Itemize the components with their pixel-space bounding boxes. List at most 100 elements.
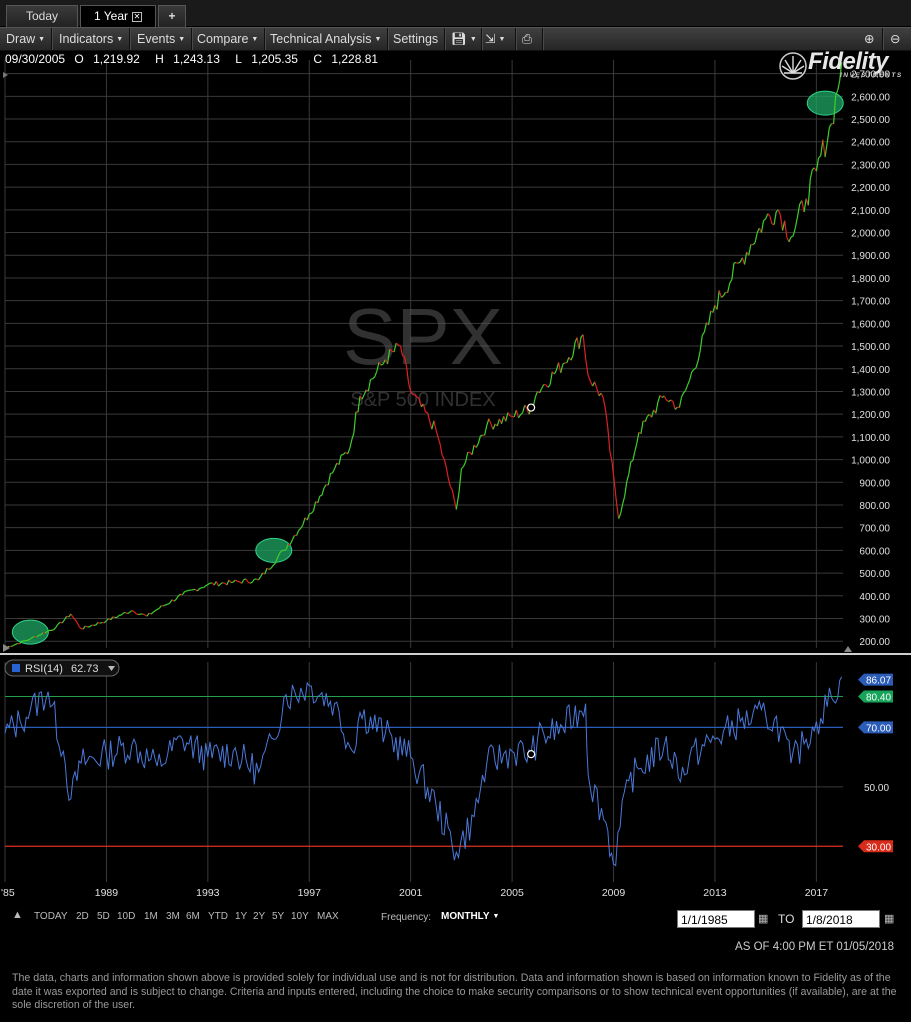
calendar-icon[interactable]: ▦ [884,913,895,925]
price-segment [547,384,551,388]
range-button-5y[interactable]: 5Y [272,911,285,922]
events-menu[interactable]: Events ▼ [131,28,193,50]
price-segment [112,616,116,619]
range-button-2d[interactable]: 2D [76,911,89,922]
scroll-left-icon[interactable] [3,644,10,652]
menu-label: Compare [197,32,249,46]
price-segment [585,358,589,376]
y-tick-label: 2,000.00 [851,229,890,240]
price-segment [398,344,401,347]
price-segment [406,367,410,384]
price-segment [720,295,724,298]
add-tab-button[interactable]: + [158,5,186,27]
tab-1-year[interactable]: 1 Year ✕ [80,5,156,27]
frequency-select[interactable]: MONTHLY ▼ [441,911,499,922]
price-segment [716,290,720,310]
price-segment [644,416,648,422]
price-segment [555,362,560,371]
range-button-2y[interactable]: 2Y [253,911,266,922]
range-button-1y[interactable]: 1Y [235,911,248,922]
price-segment [462,461,467,467]
range-button-10d[interactable]: 10D [117,911,136,922]
price-segment [701,331,705,336]
chart-canvas[interactable]: SPX S&P 500 INDEX 200.00 300.00 400.00 500.… [0,50,911,906]
price-segment [279,550,283,554]
price-segment [522,404,526,413]
scroll-up-icon[interactable] [844,646,852,652]
price-segment [226,579,230,586]
calendar-icon[interactable]: ▦ [758,913,769,925]
tab-today[interactable]: Today [6,5,78,27]
price-segment [370,378,373,380]
price-segment [66,615,69,618]
close-value: 1,228.81 [331,52,379,66]
price-segment [790,235,794,238]
price-segment [752,242,756,246]
price-segment [500,416,505,424]
price-segment [186,589,189,592]
brand-sub: INVESTMENTS [840,72,903,79]
rsi-legend-value: 62.73 [71,663,99,675]
price-segment [285,544,289,551]
x-tick-label: 1989 [95,887,119,899]
frequency-value: MONTHLY [441,911,490,922]
end-date-input[interactable]: 1/8/2018 [802,910,880,928]
range-button-10y[interactable]: 10Y [291,911,309,922]
tab-label: 1 Year [93,9,129,23]
price-segment [618,513,622,519]
zoom-out-button[interactable]: ⊖ [884,28,908,50]
price-segment [70,613,74,618]
fidelity-logo: Fidelity INVESTMENTS [778,48,908,81]
chevron-down-icon: ▼ [251,35,259,43]
price-segment [818,155,822,159]
draw-menu[interactable]: Draw ▼ [0,28,53,50]
price-segment [40,632,44,636]
price-segment [691,369,695,373]
price-y-axis: 200.00 300.00 400.00 500.00 600.00 700.00 800.… [851,70,890,649]
save-button[interactable]: 💾︎ ▼ [445,28,482,50]
price-segment [443,458,447,467]
y-tick-label: 1,800.00 [851,274,890,285]
zoom-in-button[interactable]: ⊕ [858,28,883,50]
price-segment [620,503,624,514]
chevron-down-icon[interactable] [108,666,115,671]
highlight-ellipse [11,619,49,645]
price-segment [395,342,399,346]
range-button-3m[interactable]: 3M [166,911,180,922]
indicators-menu[interactable]: Indicators ▼ [53,28,131,50]
range-button-ytd[interactable]: YTD [208,911,228,922]
range-button-5d[interactable]: 5D [97,911,110,922]
price-segment [393,342,397,353]
x-tick-label: 2013 [703,887,727,899]
export-button[interactable]: ⇲ ▼ [479,28,516,50]
price-segment [327,473,331,486]
x-tick-label: 1993 [196,887,220,899]
rsi-level-tag [858,690,893,703]
price-segment [471,444,475,455]
price-segment [672,401,676,410]
rsi-legend[interactable] [4,659,120,677]
range-button-max[interactable]: MAX [317,911,339,922]
price-segment [425,411,428,414]
collapse-icon[interactable]: ▲ [12,909,23,921]
price-segment [374,370,378,377]
price-segment [505,412,509,422]
price-segment [636,432,640,444]
technical-analysis-menu[interactable]: Technical Analysis ▼ [264,28,389,50]
price-segment [803,198,807,213]
price-segment [321,487,325,496]
print-button[interactable]: ⎙ [516,28,543,50]
tab-bar: Today 1 Year ✕ + [0,0,911,27]
range-button-today[interactable]: TODAY [34,911,68,922]
tab-label: Today [25,9,59,23]
price-segment [260,572,264,577]
price-segment [283,549,287,551]
start-date-input[interactable]: 1/1/1985 [677,910,755,928]
price-segment [382,359,386,365]
price-segment [807,179,811,206]
close-icon[interactable]: ✕ [132,11,143,22]
settings-button[interactable]: Settings [387,28,446,50]
range-button-1m[interactable]: 1M [144,911,158,922]
compare-menu[interactable]: Compare ▼ [191,28,266,50]
range-button-6m[interactable]: 6M [186,911,200,922]
